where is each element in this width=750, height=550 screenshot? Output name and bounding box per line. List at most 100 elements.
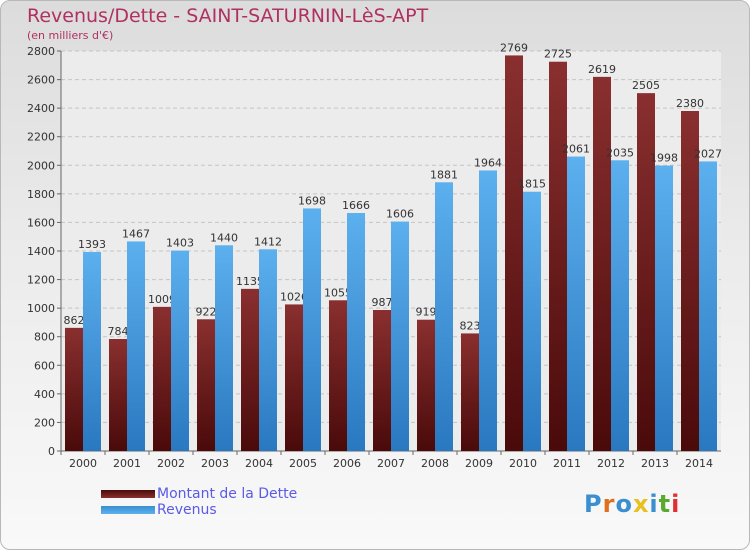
y-tick-label: 1200: [27, 274, 55, 287]
bar-debt: [461, 333, 479, 451]
bar-revenue: [435, 182, 453, 452]
data-label-revenue: 1606: [386, 208, 414, 221]
bar-revenue: [391, 221, 409, 451]
data-label-revenue: 1412: [254, 235, 282, 248]
data-label-debt: 823: [460, 319, 481, 332]
data-label-debt: 784: [108, 325, 129, 338]
bar-debt: [373, 310, 391, 451]
x-tick-label: 2003: [201, 457, 229, 470]
logo-letter: i: [671, 490, 681, 518]
data-label-revenue: 1881: [430, 168, 458, 181]
data-label-revenue: 1964: [474, 156, 502, 169]
legend-label-debt: Montant de la Dette: [157, 486, 298, 502]
data-label-revenue: 1998: [650, 152, 678, 165]
x-tick-label: 2005: [289, 457, 317, 470]
bar-debt: [505, 55, 523, 452]
bar-debt: [65, 327, 83, 451]
x-tick-label: 2007: [377, 457, 405, 470]
bar-debt: [593, 76, 611, 451]
legend: Montant de la Dette Revenus: [101, 486, 297, 518]
logo-letter: P: [584, 490, 603, 518]
bar-chart: 0 200 400 600 800 1000 1200 1400 1600 1800 2000 220…: [27, 41, 722, 470]
data-label-revenue: 2027: [694, 147, 722, 160]
y-tick-label: 800: [34, 331, 55, 344]
legend-swatch-debt: [101, 490, 155, 498]
y-tick-label: 0: [48, 445, 55, 458]
legend-label-revenue: Revenus: [157, 502, 217, 518]
data-label-debt: 987: [372, 296, 393, 309]
legend-swatch-revenue: [101, 506, 155, 514]
y-tick-label: 600: [34, 359, 55, 372]
y-tick-label: 1800: [27, 188, 55, 201]
data-label-debt: 2380: [676, 97, 704, 110]
chart-title: Revenus/Dette - SAINT-SATURNIN-LèS-APT: [27, 5, 429, 27]
data-label-debt: 2769: [500, 41, 528, 54]
chart-subtitle: (en milliers d'€): [27, 29, 114, 42]
y-tick-label: 1600: [27, 216, 55, 229]
data-label-debt: 1026: [280, 290, 308, 303]
bar-debt: [637, 93, 655, 452]
x-tick-label: 2011: [553, 457, 581, 470]
data-label-revenue: 2035: [606, 146, 634, 159]
bar-revenue: [303, 208, 321, 451]
x-tick-label: 2000: [69, 457, 97, 470]
bar-revenue: [567, 156, 585, 452]
proxiti-logo: Proxiti: [584, 490, 680, 518]
y-tick-label: 1000: [27, 302, 55, 315]
logo-letter: r: [602, 490, 616, 518]
bar-revenue: [523, 191, 541, 451]
data-label-revenue: 1393: [78, 238, 106, 251]
x-tick-label: 2004: [245, 457, 273, 470]
data-label-debt: 1055: [324, 286, 352, 299]
legend-item-revenue: Revenus: [101, 502, 297, 518]
data-label-debt: 919: [416, 306, 437, 319]
x-tick-label: 2012: [597, 457, 625, 470]
logo-letter: i: [649, 490, 659, 518]
y-tick-label: 2200: [27, 131, 55, 144]
logo-letter: x: [632, 490, 650, 518]
x-tick-label: 2010: [509, 457, 537, 470]
data-label-debt: 922: [196, 305, 217, 318]
bar-revenue: [171, 250, 189, 451]
data-label-debt: 1135: [236, 275, 264, 288]
data-label-debt: 1009: [148, 293, 176, 306]
data-label-revenue: 1698: [298, 194, 326, 207]
bar-revenue: [655, 165, 673, 452]
data-label-debt: 862: [64, 314, 85, 327]
x-tick-label: 2008: [421, 457, 449, 470]
data-label-debt: 2619: [588, 63, 616, 76]
y-tick-label: 2000: [27, 159, 55, 172]
bar-revenue: [83, 252, 101, 451]
y-tick-label: 2600: [27, 74, 55, 87]
bar-debt: [681, 111, 699, 451]
bar-debt: [153, 306, 171, 451]
y-tick-label: 400: [34, 388, 55, 401]
data-label-revenue: 1815: [518, 178, 546, 191]
y-tick-label: 200: [34, 416, 55, 429]
x-tick-label: 2001: [113, 457, 141, 470]
y-tick-label: 2400: [27, 102, 55, 115]
bar-debt: [241, 288, 259, 451]
logo-letter: o: [615, 490, 633, 518]
data-label-revenue: 1666: [342, 199, 370, 212]
bar-revenue: [347, 213, 365, 451]
bar-debt: [329, 300, 347, 451]
bar-debt: [417, 319, 435, 451]
bar-revenue: [215, 245, 233, 451]
y-tick-label: 1400: [27, 245, 55, 258]
x-tick-label: 2002: [157, 457, 185, 470]
data-label-debt: 2505: [632, 79, 660, 92]
data-label-revenue: 1440: [210, 231, 238, 244]
legend-item-debt: Montant de la Dette: [101, 486, 297, 502]
bar-revenue: [479, 170, 497, 451]
bar-revenue: [127, 241, 145, 451]
bar-revenue: [259, 249, 277, 451]
data-label-revenue: 1467: [122, 227, 150, 240]
bar-debt: [285, 304, 303, 451]
x-tick-label: 2006: [333, 457, 361, 470]
y-tick-label: 2800: [27, 45, 55, 58]
bar-revenue: [699, 161, 717, 451]
data-label-revenue: 2061: [562, 143, 590, 156]
x-tick-label: 2014: [685, 457, 713, 470]
